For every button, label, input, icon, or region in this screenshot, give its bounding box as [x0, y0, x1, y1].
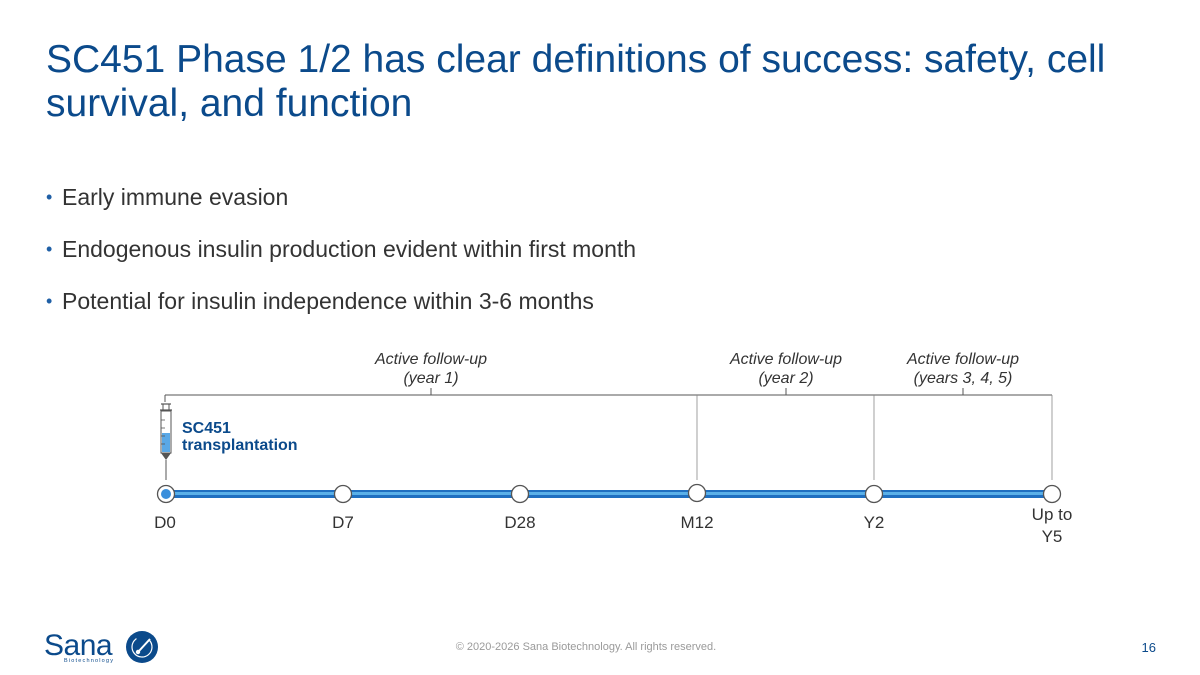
- followup-1-sublabel: (year 1): [403, 370, 458, 387]
- bullet-item: • Early immune evasion: [46, 180, 636, 232]
- bullet-dot-icon: •: [46, 291, 53, 311]
- bullet-item: • Potential for insulin independence with…: [46, 284, 636, 336]
- milestone-label-d7: D7: [332, 513, 354, 532]
- milestone-label-y2: Y2: [864, 513, 885, 532]
- followup-2-sublabel: (year 2): [758, 370, 813, 387]
- milestone-node-y5: [1042, 484, 1062, 504]
- sana-logo: Sana Biotechnology: [44, 629, 158, 664]
- page-title: SC451 Phase 1/2 has clear definitions of…: [46, 38, 1106, 125]
- milestone-node-d28: [510, 484, 530, 504]
- milestone-label-y5-line1: Up to: [1032, 505, 1073, 524]
- bullet-text: Potential for insulin independence withi…: [62, 288, 594, 314]
- copyright-text: © 2020-2026 Sana Biotechnology. All righ…: [455, 641, 717, 653]
- bullet-list: • Early immune evasion • Endogenous insuli…: [46, 180, 636, 336]
- logo-subtext: Biotechnology: [64, 658, 114, 664]
- followup-2-label: Active follow-up: [729, 351, 842, 368]
- syringe-icon: [160, 403, 172, 480]
- milestone-label-d28: D28: [504, 513, 535, 532]
- bullet-text: Early immune evasion: [62, 184, 289, 210]
- event-label-title: SC451: [182, 420, 231, 437]
- page-number: 16: [1141, 640, 1156, 655]
- milestone-label-y5-line2: Y5: [1042, 527, 1063, 546]
- followup-3-sublabel: (years 3, 4, 5): [914, 370, 1013, 387]
- bullet-dot-icon: •: [46, 187, 53, 207]
- bullet-text: Endogenous insulin production evident wi…: [62, 236, 637, 262]
- milestone-node-m12: [687, 483, 707, 503]
- timeline-bar-highlight: [165, 492, 1052, 495]
- event-label-subtitle: transplantation: [182, 437, 298, 454]
- bullet-item: • Endogenous insulin production evident w…: [46, 232, 636, 284]
- followup-1-label: Active follow-up: [374, 351, 487, 368]
- milestone-label-d0: D0: [154, 513, 176, 532]
- bullet-dot-icon: •: [46, 239, 53, 259]
- logo-mark-icon: [126, 631, 158, 663]
- logo-text: Sana: [44, 629, 113, 662]
- milestone-label-m12: M12: [680, 513, 713, 532]
- milestone-node-y2: [864, 484, 884, 504]
- followup-3-label: Active follow-up: [906, 351, 1019, 368]
- milestone-node-d7: [333, 484, 353, 504]
- milestone-node-d0-fill: [161, 489, 171, 499]
